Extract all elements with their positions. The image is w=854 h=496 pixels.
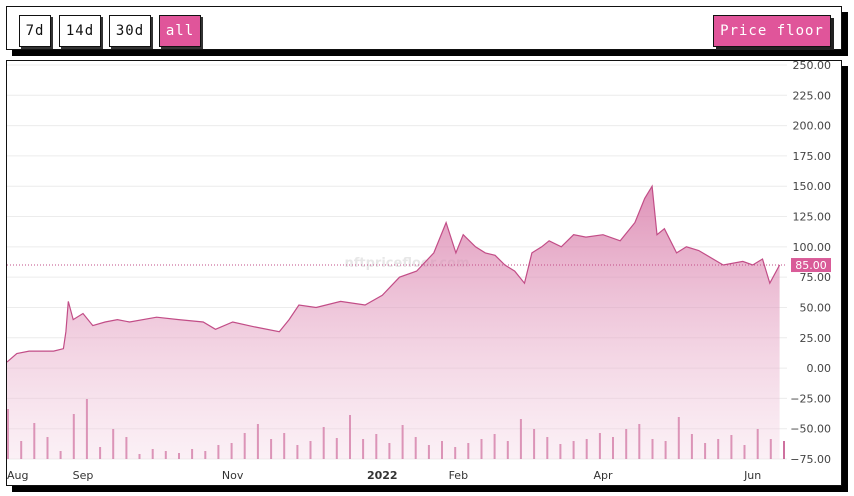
x-tick-label: Sep — [73, 469, 94, 482]
y-tick-label: 75.00 — [800, 271, 832, 284]
y-tick-label: 100.00 — [793, 241, 832, 254]
y-tick-label: 200.00 — [793, 120, 832, 133]
y-tick-label: 50.00 — [800, 301, 832, 314]
y-axis: 250.00 225.00 200.00 175.00 150.00 125.00 100.… — [790, 61, 831, 466]
x-tick-label: 2022 — [367, 469, 398, 482]
y-tick-label: 250.00 — [793, 61, 832, 72]
current-price-badge: 85.00 — [791, 258, 831, 273]
price-area — [7, 186, 780, 459]
price-chart[interactable]: 250.00 225.00 200.00 175.00 150.00 125.00 100.… — [7, 61, 841, 485]
y-tick-label: −50.00 — [790, 423, 831, 436]
range-toolbar: 7d 14d 30d all Price floor — [6, 6, 842, 50]
price-floor-button[interactable]: Price floor — [713, 15, 831, 47]
price-line — [7, 184, 781, 363]
y-tick-label: 175.00 — [793, 150, 832, 163]
y-tick-label: −75.00 — [790, 453, 831, 466]
x-tick-label: Feb — [449, 469, 468, 482]
x-tick-label: Aug — [7, 469, 28, 482]
y-tick-label: −25.00 — [790, 392, 831, 405]
range-all-button[interactable]: all — [159, 15, 201, 47]
y-tick-label: 125.00 — [793, 211, 832, 224]
y-tick-label: 150.00 — [793, 180, 832, 193]
price-chart-panel: 250.00 225.00 200.00 175.00 150.00 125.00 100.… — [6, 60, 842, 486]
y-tick-label: 25.00 — [800, 332, 832, 345]
range-7d-button[interactable]: 7d — [19, 15, 51, 47]
range-14d-button[interactable]: 14d — [59, 15, 101, 47]
range-30d-button[interactable]: 30d — [109, 15, 151, 47]
x-axis: Aug Sep Nov 2022 Feb Apr Jun — [7, 469, 761, 482]
x-tick-label: Apr — [594, 469, 614, 482]
y-tick-label: 0.00 — [807, 362, 832, 375]
current-price-label: 85.00 — [795, 259, 827, 272]
x-tick-label: Jun — [743, 469, 761, 482]
y-tick-label: 225.00 — [793, 89, 832, 102]
x-tick-label: Nov — [222, 469, 244, 482]
volume-bar — [783, 441, 785, 459]
